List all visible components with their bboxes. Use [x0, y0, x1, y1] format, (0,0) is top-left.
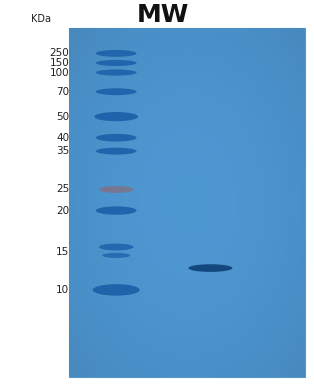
Text: 15: 15 [56, 246, 69, 256]
FancyBboxPatch shape [69, 28, 305, 377]
Text: 50: 50 [56, 112, 69, 122]
Ellipse shape [96, 69, 137, 75]
Ellipse shape [94, 112, 138, 121]
Ellipse shape [96, 50, 137, 57]
Ellipse shape [93, 284, 140, 296]
Text: KDa: KDa [31, 14, 51, 24]
Ellipse shape [96, 60, 137, 66]
Text: 10: 10 [56, 285, 69, 295]
Ellipse shape [188, 264, 232, 272]
Ellipse shape [96, 88, 137, 95]
Text: 25: 25 [56, 184, 69, 194]
Text: 40: 40 [56, 133, 69, 143]
Text: 35: 35 [56, 146, 69, 156]
Text: 150: 150 [49, 58, 69, 68]
Ellipse shape [96, 148, 137, 155]
Text: 70: 70 [56, 87, 69, 97]
Text: 250: 250 [49, 49, 69, 59]
Ellipse shape [102, 253, 130, 258]
Ellipse shape [96, 134, 137, 142]
Text: 20: 20 [56, 206, 69, 216]
Ellipse shape [96, 206, 137, 215]
Ellipse shape [99, 186, 133, 193]
Ellipse shape [99, 244, 133, 250]
Text: MW: MW [137, 3, 189, 27]
Text: 100: 100 [49, 67, 69, 77]
